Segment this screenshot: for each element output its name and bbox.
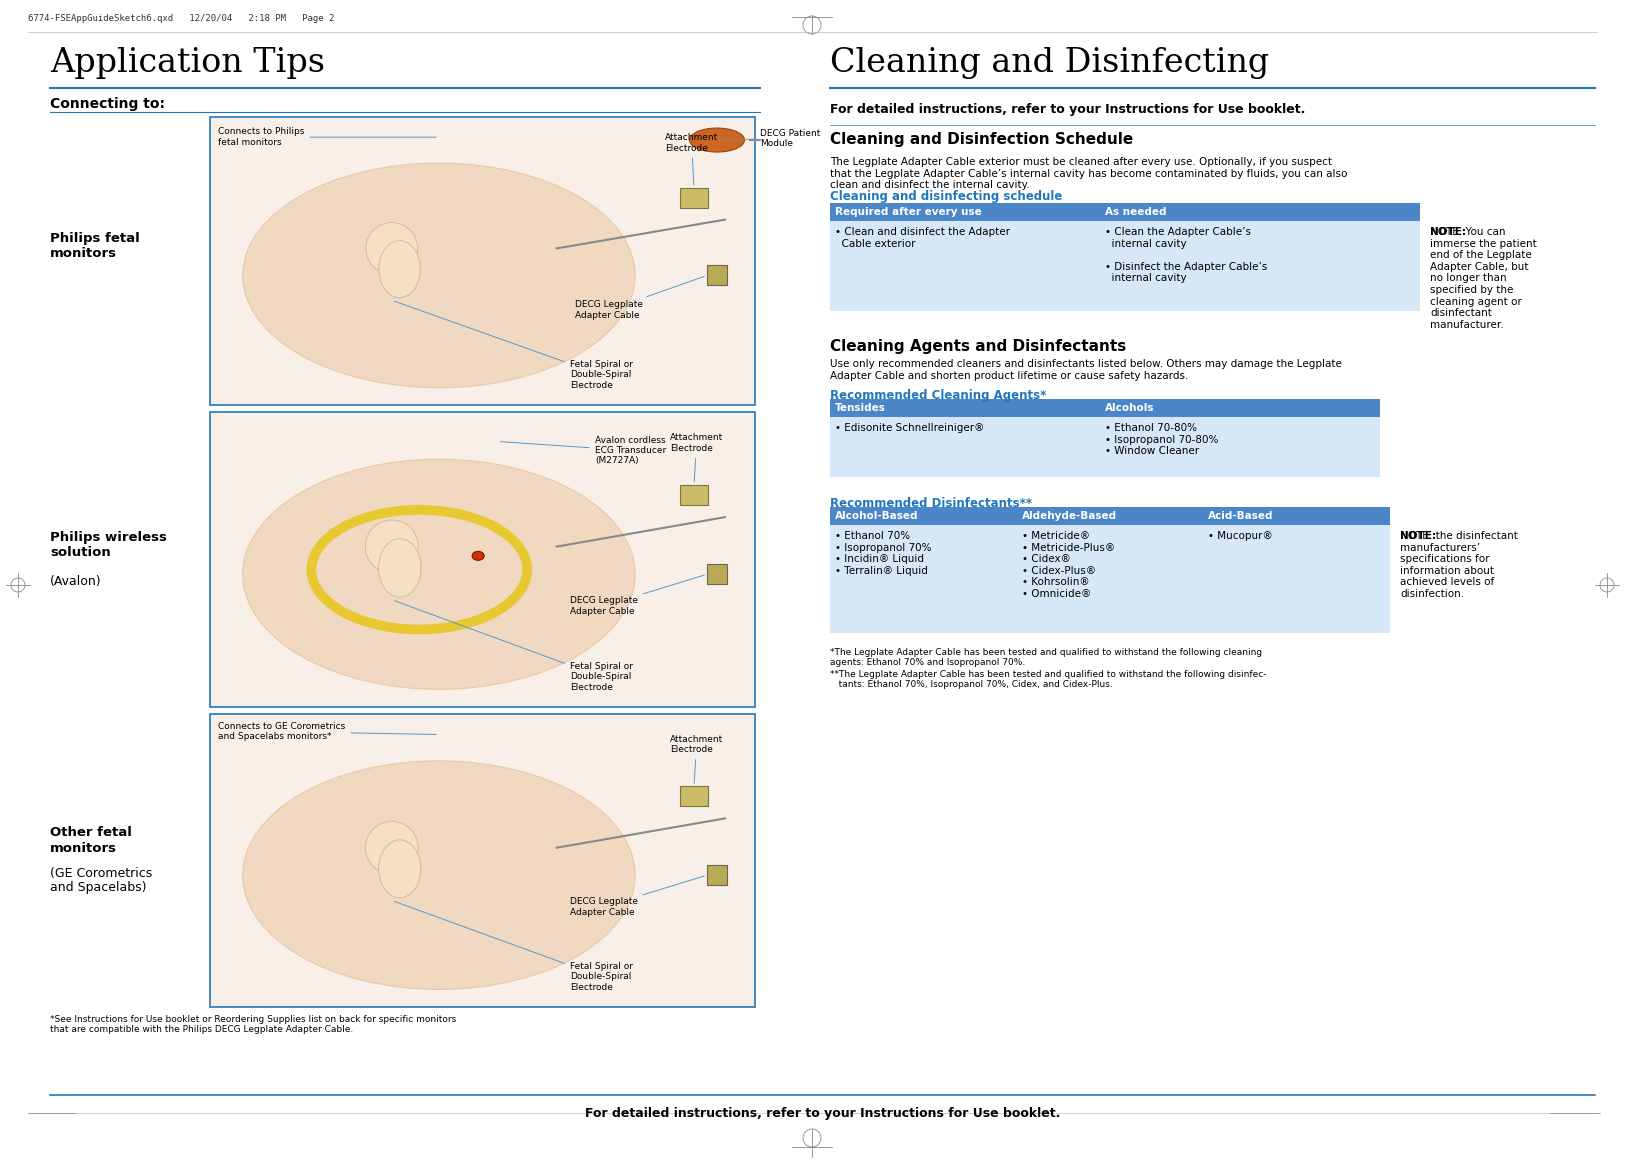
Bar: [830, 525, 1017, 633]
Bar: [679, 188, 708, 208]
Bar: [1100, 221, 1420, 311]
Text: • Metricide®
• Metricide-Plus®
• Cidex®
• Cidex-Plus®
• Kohrsolin®
• Omnicide®: • Metricide® • Metricide-Plus® • Cidex® …: [1022, 531, 1115, 599]
Text: NOTE:: NOTE:: [1430, 227, 1466, 237]
Bar: [830, 221, 1100, 311]
Text: For detailed instructions, refer to your Instructions for Use booklet.: For detailed instructions, refer to your…: [585, 1107, 1060, 1120]
Text: Recommended Cleaning Agents*: Recommended Cleaning Agents*: [830, 389, 1046, 402]
Text: Philips wireless
solution: Philips wireless solution: [50, 530, 167, 558]
Text: • Ethanol 70-80%
• Isopropanol 70-80%
• Window Cleaner: • Ethanol 70-80% • Isopropanol 70-80% • …: [1105, 423, 1219, 456]
Circle shape: [366, 222, 418, 275]
Text: DECG Legplate
Adapter Cable: DECG Legplate Adapter Cable: [570, 575, 704, 616]
Text: Attachment
Electrode: Attachment Electrode: [670, 734, 723, 784]
Text: 6774-FSEAppGuideSketch6.qxd   12/20/04   2:18 PM   Page 2: 6774-FSEAppGuideSketch6.qxd 12/20/04 2:1…: [28, 14, 335, 24]
Text: For detailed instructions, refer to your Instructions for Use booklet.: For detailed instructions, refer to your…: [830, 103, 1305, 116]
Text: Connecting to:: Connecting to:: [50, 98, 166, 110]
Text: • Mucopur®: • Mucopur®: [1209, 531, 1272, 540]
Text: Aldehyde-Based: Aldehyde-Based: [1022, 511, 1116, 521]
Text: DECG Legplate
Adapter Cable: DECG Legplate Adapter Cable: [570, 877, 704, 916]
Bar: [1100, 203, 1420, 221]
Bar: [210, 118, 756, 405]
Text: • Edisonite Schnellreiniger®: • Edisonite Schnellreiniger®: [835, 423, 985, 434]
Text: DECG Patient
Module: DECG Patient Module: [718, 128, 821, 148]
Text: Connects to Philips
fetal monitors: Connects to Philips fetal monitors: [218, 127, 436, 147]
Bar: [1017, 506, 1204, 525]
Text: NOTE:: NOTE:: [1401, 531, 1436, 540]
Text: Fetal Spiral or
Double-Spiral
Electrode: Fetal Spiral or Double-Spiral Electrode: [395, 901, 634, 992]
Text: Use only recommended cleaners and disinfectants listed below. Others may damage : Use only recommended cleaners and disinf…: [830, 360, 1342, 381]
Text: NOTE: You can
immerse the patient
end of the Legplate
Adapter Cable, but
no long: NOTE: You can immerse the patient end of…: [1430, 227, 1537, 330]
Bar: [1100, 400, 1380, 417]
Bar: [1204, 525, 1389, 633]
Text: • Ethanol 70%
• Isopropanol 70%
• Incidin® Liquid
• Terralin® Liquid: • Ethanol 70% • Isopropanol 70% • Incidi…: [835, 531, 931, 576]
Text: Alcohol-Based: Alcohol-Based: [835, 511, 918, 521]
Text: Connects to GE Corometrics
and Spacelabs monitors*: Connects to GE Corometrics and Spacelabs…: [218, 721, 436, 741]
Bar: [707, 865, 726, 885]
Text: (GE Corometrics
and Spacelabs): (GE Corometrics and Spacelabs): [50, 866, 153, 894]
Text: Philips fetal
monitors: Philips fetal monitors: [50, 231, 140, 260]
Text: Avalon cordless
ECG Transducer
(M2727A): Avalon cordless ECG Transducer (M2727A): [500, 436, 666, 465]
Ellipse shape: [379, 241, 421, 297]
Bar: [1204, 506, 1389, 525]
Text: As needed: As needed: [1105, 207, 1167, 217]
Text: (Avalon): (Avalon): [50, 575, 102, 588]
Text: NOTE: the disinfectant
manufacturers’
specifications for
information about
achie: NOTE: the disinfectant manufacturers’ sp…: [1401, 531, 1518, 599]
Text: DECG Legplate
Adapter Cable: DECG Legplate Adapter Cable: [575, 276, 704, 320]
Ellipse shape: [689, 128, 744, 152]
Text: • Clean and disinfect the Adapter
  Cable exterior: • Clean and disinfect the Adapter Cable …: [835, 227, 1011, 249]
Text: Attachment
Electrode: Attachment Electrode: [665, 133, 718, 184]
Bar: [1017, 525, 1204, 633]
Text: Other fetal
monitors: Other fetal monitors: [50, 826, 132, 854]
Ellipse shape: [473, 551, 484, 560]
Text: Application Tips: Application Tips: [50, 47, 325, 79]
Text: **The Legplate Adapter Cable has been tested and qualified to withstand the foll: **The Legplate Adapter Cable has been te…: [830, 670, 1266, 690]
Circle shape: [366, 821, 418, 874]
Bar: [1100, 417, 1380, 477]
Bar: [830, 400, 1100, 417]
Text: Recommended Disinfectants**: Recommended Disinfectants**: [830, 497, 1032, 510]
Bar: [830, 506, 1017, 525]
Text: Fetal Spiral or
Double-Spiral
Electrode: Fetal Spiral or Double-Spiral Electrode: [395, 600, 634, 692]
Bar: [830, 417, 1100, 477]
Text: Fetal Spiral or
Double-Spiral
Electrode: Fetal Spiral or Double-Spiral Electrode: [395, 301, 634, 390]
Bar: [707, 564, 726, 584]
Bar: [707, 266, 726, 286]
Ellipse shape: [242, 163, 635, 388]
Text: Cleaning Agents and Disinfectants: Cleaning Agents and Disinfectants: [830, 340, 1126, 354]
Text: *See Instructions for Use booklet or Reordering Supplies list on back for specif: *See Instructions for Use booklet or Reo…: [50, 1015, 457, 1034]
Text: Cleaning and Disinfection Schedule: Cleaning and Disinfection Schedule: [830, 132, 1133, 147]
Text: Acid-Based: Acid-Based: [1209, 511, 1274, 521]
Circle shape: [366, 521, 418, 573]
Bar: [679, 786, 708, 806]
Bar: [679, 484, 708, 504]
Text: The Legplate Adapter Cable exterior must be cleaned after every use. Optionally,: The Legplate Adapter Cable exterior must…: [830, 157, 1347, 190]
Text: Cleaning and Disinfecting: Cleaning and Disinfecting: [830, 47, 1269, 79]
Text: Alcohols: Alcohols: [1105, 403, 1154, 412]
Ellipse shape: [242, 459, 635, 690]
Text: • Clean the Adapter Cable’s
  internal cavity

• Disinfect the Adapter Cable’s
 : • Clean the Adapter Cable’s internal cav…: [1105, 227, 1268, 283]
Bar: [210, 714, 756, 1007]
Bar: [210, 412, 756, 707]
Ellipse shape: [379, 538, 421, 597]
Text: Attachment
Electrode: Attachment Electrode: [670, 434, 723, 482]
Text: Tensides: Tensides: [835, 403, 886, 412]
Text: Required after every use: Required after every use: [835, 207, 982, 217]
Bar: [830, 203, 1100, 221]
Ellipse shape: [379, 840, 421, 898]
Text: Cleaning and disinfecting schedule: Cleaning and disinfecting schedule: [830, 190, 1063, 203]
Ellipse shape: [242, 761, 635, 989]
Text: *The Legplate Adapter Cable has been tested and qualified to withstand the follo: *The Legplate Adapter Cable has been tes…: [830, 647, 1263, 667]
